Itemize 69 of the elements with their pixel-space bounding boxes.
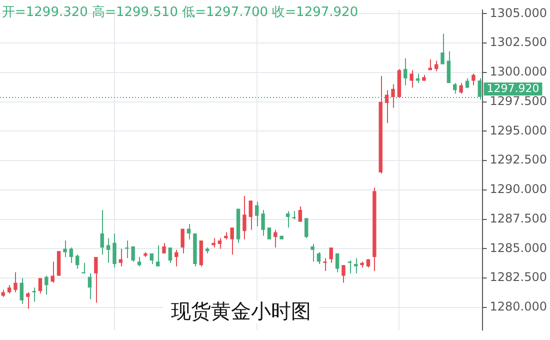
candlestick — [26, 292, 30, 310]
y-tick-label: 1290.000 — [490, 182, 548, 196]
candlestick — [254, 201, 259, 227]
candlestick — [248, 200, 253, 230]
candlestick — [292, 210, 296, 220]
candlestick — [180, 228, 184, 254]
candlestick — [168, 247, 172, 264]
candlestick — [20, 278, 24, 304]
candlestick — [242, 195, 246, 240]
y-tick-label: 1300.000 — [490, 64, 548, 79]
candlestick — [404, 58, 408, 86]
candlestick — [32, 287, 36, 302]
candlestick — [465, 78, 470, 88]
candlestick — [63, 240, 67, 258]
candlestick — [44, 275, 48, 296]
y-tick-label: 1292.500 — [490, 152, 548, 167]
annotation: 开=1299.320 高=1299.510 低=1297.700 收=1297.920 — [2, 4, 358, 21]
candlestick — [94, 256, 98, 304]
candlestick — [323, 258, 327, 272]
candlestick — [391, 84, 395, 108]
candlestick — [472, 73, 476, 86]
y-tick-label: 1297.500 — [490, 94, 548, 108]
y-tick-label: 1287.500 — [490, 211, 548, 226]
text: 现货黄金小时图 — [163, 301, 319, 323]
candlestick — [69, 247, 74, 264]
candlestick — [14, 272, 18, 293]
candlestick — [131, 246, 135, 262]
candlestick — [162, 242, 166, 254]
candlestick — [100, 209, 104, 256]
candlestick — [261, 209, 265, 236]
candlestick — [118, 248, 123, 267]
candlestick — [267, 227, 272, 240]
y-tick-label: 1305.000 — [490, 6, 548, 20]
candlestick — [274, 229, 278, 248]
candlestick — [212, 238, 216, 248]
candlestick — [106, 238, 110, 264]
ref-line-label: 1297.920 — [486, 82, 540, 95]
y-tick-label: 1285.000 — [490, 240, 548, 255]
candlestick — [38, 278, 42, 294]
candlestick — [310, 244, 314, 262]
candlestick — [446, 50, 451, 84]
candlestick — [230, 227, 234, 256]
y-tick-label: 1302.500 — [490, 35, 548, 50]
candlestick — [186, 224, 191, 240]
candlestick — [82, 262, 86, 274]
candlestick — [329, 247, 333, 264]
candlestick — [348, 260, 352, 274]
candlestick — [76, 254, 80, 270]
candlestick — [298, 206, 302, 222]
candlestick — [410, 70, 414, 88]
candlestick — [453, 82, 457, 94]
y-tick-label: 1295.000 — [490, 123, 548, 138]
candlestick — [137, 256, 142, 267]
candlestick — [342, 264, 346, 284]
candlestick — [459, 82, 463, 94]
candlestick — [316, 252, 321, 264]
candlestick — [88, 272, 92, 300]
candlestick — [335, 252, 340, 273]
candlestick — [218, 238, 222, 250]
candlestick — [112, 232, 116, 268]
candlestick — [174, 249, 178, 267]
candlestick — [440, 33, 444, 65]
y-tick-label: 1282.500 — [490, 270, 548, 284]
candlestick — [304, 218, 308, 239]
y-tick-label: 1280.000 — [490, 300, 548, 314]
candlestick — [434, 60, 438, 72]
candlestick — [354, 258, 358, 274]
candlestick — [156, 244, 160, 267]
candlestick — [286, 210, 290, 228]
